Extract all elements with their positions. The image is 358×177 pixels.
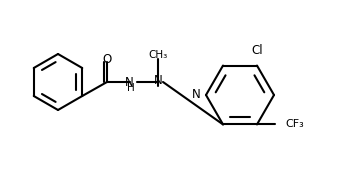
Text: N: N (154, 75, 163, 87)
Text: H: H (127, 83, 135, 93)
Text: N: N (192, 88, 201, 101)
Text: Cl: Cl (251, 44, 263, 57)
Text: CH₃: CH₃ (148, 50, 168, 60)
Text: N: N (125, 76, 134, 90)
Text: CF₃: CF₃ (285, 119, 304, 129)
Text: O: O (102, 53, 112, 66)
